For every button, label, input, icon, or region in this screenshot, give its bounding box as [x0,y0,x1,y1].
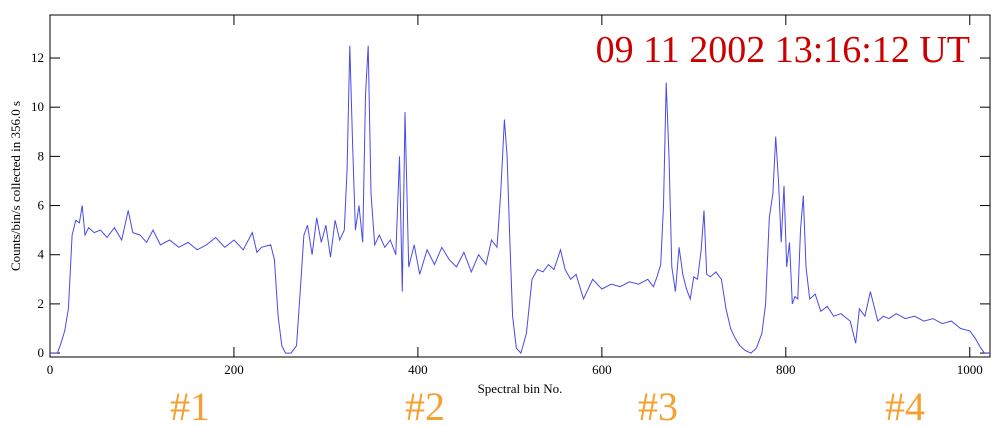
plot-frame [49,14,991,358]
x-axis-label: Spectral bin No. [478,381,563,396]
region-label: #1 [170,384,210,426]
y-tick-label: 6 [38,198,45,213]
y-axis-label: Counts/bin/s collected in 356.0 s [8,101,23,271]
region-labels: #1 #2 #3 #4 [170,384,925,426]
region-label: #3 [638,384,678,426]
y-tick-label: 12 [31,50,44,65]
x-tick-label: 600 [592,362,612,377]
x-tick-label: 800 [776,362,796,377]
x-tick-label: 200 [224,362,244,377]
region-label: #2 [405,384,445,426]
y-tick-label: 2 [38,296,45,311]
spectrum-line [50,45,990,355]
x-tick-label: 1000 [957,362,983,377]
x-tick-label: 0 [47,362,54,377]
x-tick-label: 400 [408,362,428,377]
y-tick-label: 8 [38,148,45,163]
region-label: #4 [885,384,925,426]
chart-title: 09 11 2002 13:16:12 UT [596,29,970,71]
y-tick-label: 10 [31,99,44,114]
y-tick-label: 4 [38,247,45,262]
y-tick-label: 0 [38,345,45,360]
